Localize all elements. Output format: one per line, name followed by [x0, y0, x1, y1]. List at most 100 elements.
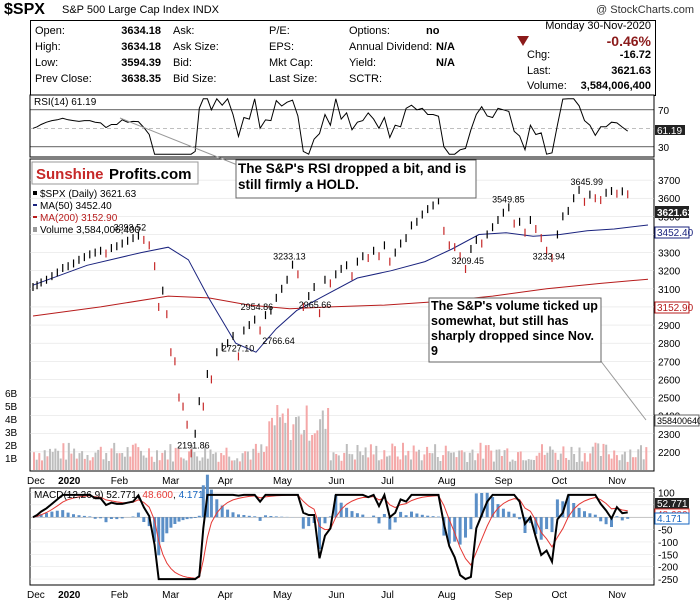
volume-bar — [380, 459, 383, 470]
volume-bar — [289, 440, 292, 470]
volume-note-box — [428, 297, 602, 363]
volume-bar — [67, 442, 70, 470]
macd-hist-bar — [173, 517, 177, 524]
volume-bar — [567, 459, 570, 470]
macd-hist-bar — [399, 511, 403, 518]
volume-bar — [434, 444, 437, 470]
macd-hist-bar — [209, 489, 213, 518]
volume-bar — [212, 453, 215, 470]
volume-bar — [204, 446, 207, 470]
volume-bar — [402, 442, 404, 470]
volume-bar — [233, 460, 236, 470]
volume-bar — [271, 417, 273, 470]
volume-bar — [121, 453, 124, 470]
x-tick-label: Mar — [162, 590, 180, 601]
volume-bar — [573, 454, 576, 470]
volume-bar — [452, 452, 455, 470]
volume-bar — [383, 450, 386, 470]
macd-hist-bar — [377, 517, 381, 524]
volume-bar — [78, 453, 81, 470]
volume-bar — [185, 460, 188, 470]
volume-bar — [495, 449, 498, 470]
macd-hist-bar — [165, 517, 169, 534]
x-tick-label: Oct — [551, 590, 567, 601]
macd-last-box — [655, 498, 689, 509]
volume-bar — [471, 449, 474, 470]
macd-hist-bar — [604, 517, 608, 525]
x-tick-label: Jun — [328, 476, 344, 487]
volume-bar — [455, 457, 458, 470]
volume-bar — [444, 445, 447, 470]
volume-bar — [498, 449, 501, 470]
x-tick-label: May — [273, 476, 292, 487]
volume-bar — [570, 446, 573, 470]
volume-bar — [164, 450, 166, 470]
volume-bar — [188, 451, 191, 470]
macd-hist-bar — [382, 514, 386, 518]
price-tick-label: 3200 — [658, 267, 681, 278]
volume-bar — [129, 456, 132, 470]
volume-bar — [137, 447, 140, 470]
x-tick-label: Dec — [27, 476, 45, 487]
volume-bar — [500, 456, 503, 470]
volume-bar — [142, 455, 145, 470]
volume-tick-label: 4B — [5, 415, 18, 426]
volume-bar — [319, 419, 322, 470]
ticker-symbol[interactable]: $SPX — [4, 1, 45, 18]
volume-bar — [581, 461, 584, 470]
high-value: 3634.18 — [121, 41, 161, 53]
volume-bar — [161, 452, 164, 470]
ma200-last-box — [654, 301, 690, 314]
x-tick-label: Jul — [381, 590, 394, 601]
volume-bar — [131, 444, 134, 470]
volume-bar — [327, 408, 330, 470]
macd-hist-bar — [474, 493, 478, 518]
volume-bar — [174, 447, 177, 470]
rsi-tick-label: 70 — [658, 106, 670, 117]
volume-bar — [263, 452, 265, 470]
volume-bar — [597, 443, 600, 470]
price-extreme-label: 3233.13 — [273, 252, 306, 262]
macd-hist-bar — [220, 505, 224, 518]
chg-value: -16.72 — [619, 49, 651, 61]
down-arrow-icon — [517, 36, 529, 46]
volume-bar — [367, 457, 370, 470]
macd-hist-bar — [93, 517, 97, 519]
volume-bar — [201, 457, 204, 470]
ma50-last-label: 3452.40 — [657, 228, 694, 239]
volume-label: Volume: — [527, 80, 567, 92]
macd-hist-bar — [388, 517, 392, 530]
macd-legend-macd: MACD(12,26,9) 52.771 — [34, 490, 137, 501]
rsi-note-text-wrap: The S&P's RSI dropped a bit, and is stil… — [238, 161, 467, 192]
ma50-line — [32, 224, 649, 353]
volume-bar — [166, 459, 169, 470]
volume-bar — [394, 446, 396, 470]
sunshine-logo — [31, 161, 199, 185]
volume-bar — [589, 453, 592, 470]
macd-hist-bar — [258, 517, 262, 521]
volume-bar — [268, 421, 271, 470]
bid-label: Bid: — [173, 57, 192, 69]
volume-bar — [59, 458, 62, 470]
volume-bar — [439, 461, 442, 470]
volume-bar — [265, 446, 268, 470]
macd-hist-bar — [583, 511, 586, 518]
volume-bar — [236, 458, 239, 470]
rsi-note: The S&P's RSI dropped a bit, and is stil… — [238, 161, 467, 192]
quote-date: Monday 30-Nov-2020 — [545, 20, 651, 32]
x-tick-label: Feb — [111, 590, 129, 601]
volume-bar — [626, 461, 629, 470]
rsi-note-box — [235, 159, 477, 199]
volume-bar — [525, 460, 527, 470]
lastsize-label: Last Size: — [269, 73, 318, 85]
volume-last-box — [654, 414, 700, 427]
logo-left: Sunshine — [36, 166, 104, 183]
price-extreme-label: 2191.86 — [177, 440, 210, 450]
x-tick-label: Aug — [438, 476, 456, 487]
macd-hist-bar — [410, 511, 413, 518]
macd-hist-bar — [237, 514, 240, 518]
options-value: no — [426, 25, 440, 37]
volume-bar — [404, 455, 407, 470]
volume-bar — [81, 451, 84, 470]
macd-hist-bar — [555, 499, 559, 518]
